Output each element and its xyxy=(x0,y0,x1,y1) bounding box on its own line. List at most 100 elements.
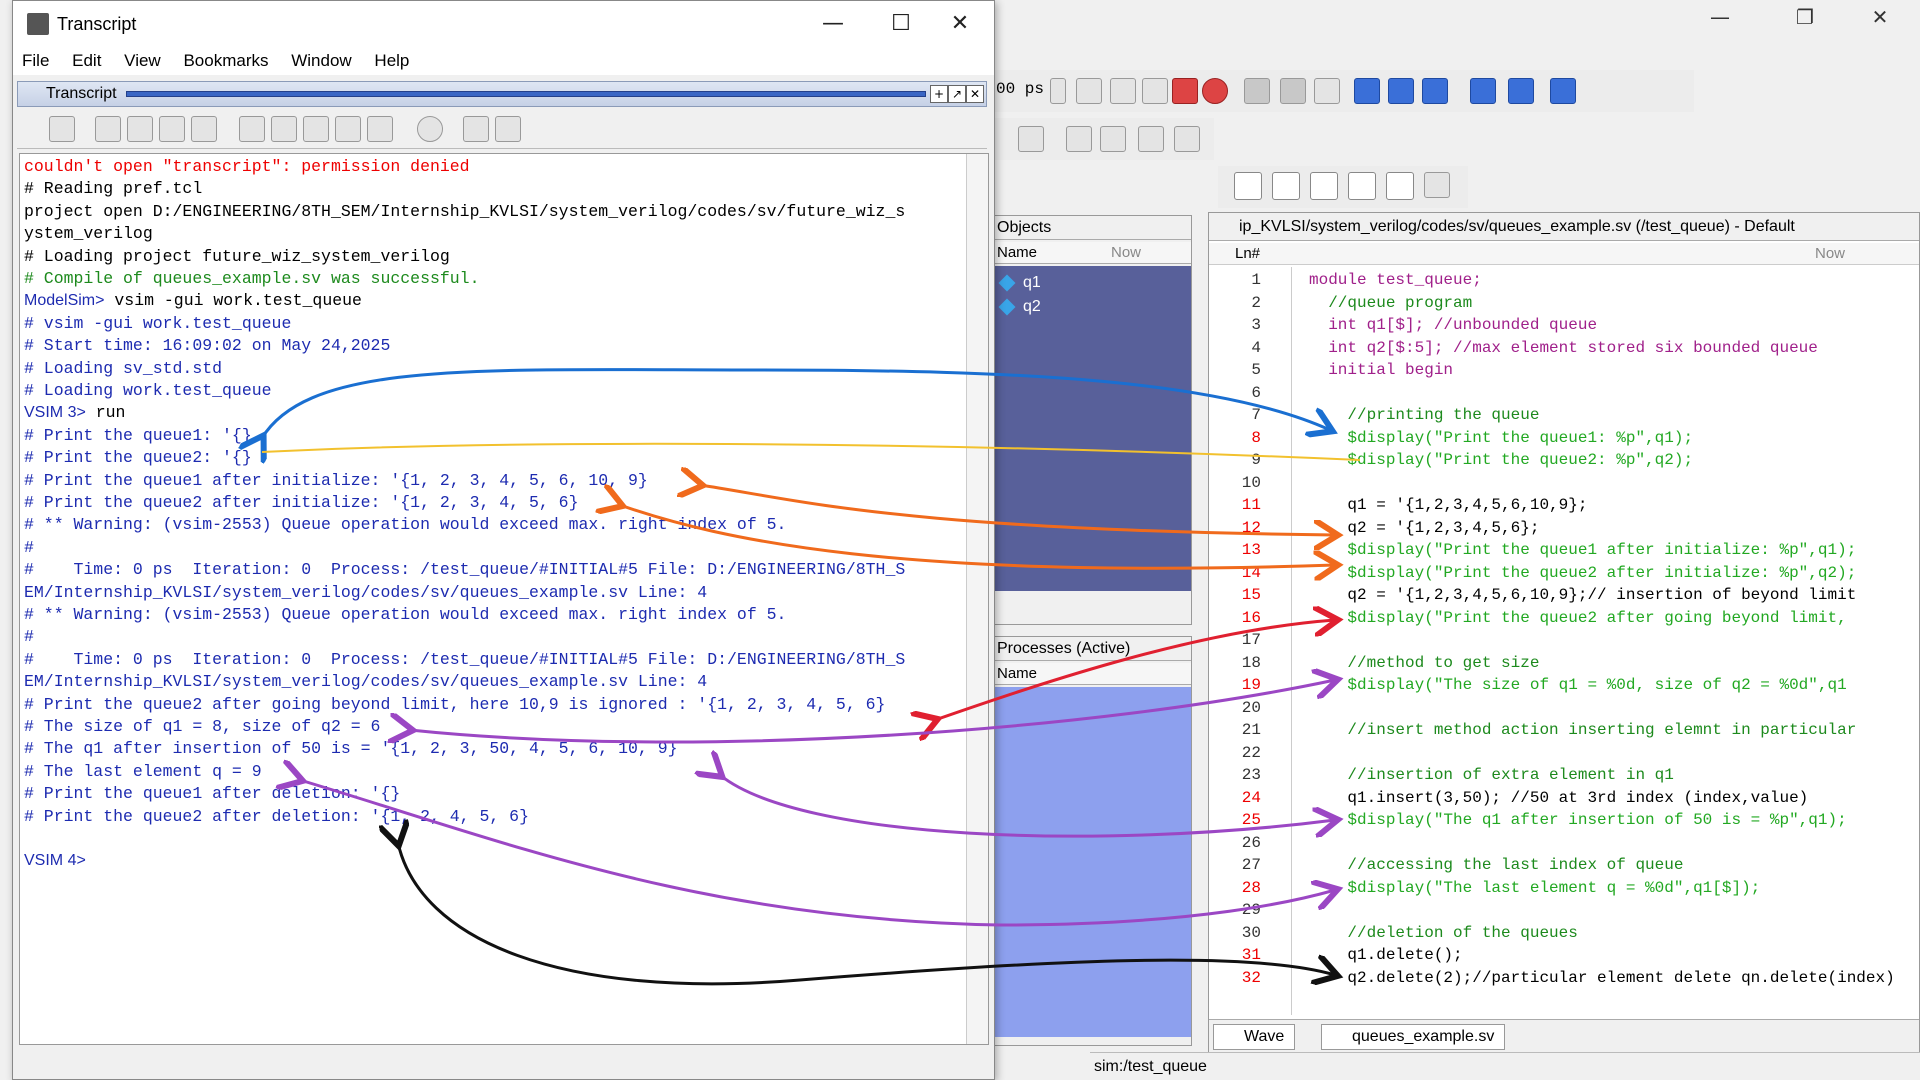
drag-handle[interactable] xyxy=(126,91,926,97)
zoom-pane-icon[interactable]: + xyxy=(930,85,948,103)
transcript-line: ystem_verilog xyxy=(24,223,153,245)
stop-icon[interactable] xyxy=(1202,78,1228,104)
step-back-icon[interactable] xyxy=(1550,78,1576,104)
close-button[interactable]: ✕ xyxy=(925,1,995,47)
processes-name-column[interactable]: Name xyxy=(993,663,1191,685)
time-input[interactable]: 00 ps xyxy=(996,80,1056,98)
code-line[interactable]: $display("The last element q = %0d",q1[$… xyxy=(1309,877,1760,900)
code-line[interactable]: $display("Print the queue1: %p",q1); xyxy=(1309,427,1693,450)
undo-icon[interactable] xyxy=(335,116,361,142)
transcript-line: project open D:/ENGINEERING/8TH_SEM/Inte… xyxy=(24,201,905,223)
code-line[interactable]: int q2[$:5]; //max element stored six bo… xyxy=(1309,337,1818,360)
run-icon[interactable] xyxy=(1076,78,1102,104)
step-out-icon[interactable] xyxy=(1422,78,1448,104)
code-line[interactable]: q1.insert(3,50); //50 at 3rd index (inde… xyxy=(1309,787,1808,810)
columns-icon[interactable] xyxy=(495,116,521,142)
menu-help[interactable]: Help xyxy=(365,47,418,75)
code-line[interactable]: //insert method action inserting elemnt … xyxy=(1309,719,1856,742)
step-into-icon[interactable] xyxy=(1354,78,1380,104)
code-line[interactable]: $display("Print the queue2: %p",q2); xyxy=(1309,449,1693,472)
new-file-icon[interactable] xyxy=(49,116,75,142)
code-line[interactable]: $display("The size of q1 = %0d, size of … xyxy=(1309,674,1847,697)
continue-icon[interactable] xyxy=(1110,78,1136,104)
minimize-button[interactable]: — xyxy=(1690,0,1750,34)
code-line[interactable]: //method to get size xyxy=(1309,652,1539,675)
open-icon[interactable] xyxy=(95,116,121,142)
restore-button[interactable]: ❐ xyxy=(1775,0,1835,34)
internal-filter-icon[interactable] xyxy=(1348,172,1376,200)
transcript-line: # Print the queue2 after going beyond li… xyxy=(24,694,885,716)
break-icon[interactable] xyxy=(1172,78,1198,104)
menu-view[interactable]: View xyxy=(115,47,170,75)
copy-icon[interactable] xyxy=(271,116,297,142)
code-line[interactable]: q2.delete(2);//particular element delete… xyxy=(1309,967,1895,990)
tab-queues-example[interactable]: queues_example.sv xyxy=(1321,1024,1505,1050)
code-line[interactable]: initial begin xyxy=(1309,359,1453,382)
reload-icon[interactable] xyxy=(159,116,185,142)
transcript-line: VSIM 3> run xyxy=(24,402,125,424)
tab-wave[interactable]: Wave xyxy=(1213,1024,1295,1050)
cross-probe-icon[interactable] xyxy=(1066,126,1092,152)
output-filter-icon[interactable] xyxy=(1272,172,1300,200)
menu-file[interactable]: File xyxy=(13,47,58,75)
transcript-line: couldn't open "transcript": permission d… xyxy=(24,156,470,178)
source-code[interactable]: 1 module test_queue; 2 //queue program 3 in… xyxy=(1209,267,1919,1015)
object-item[interactable]: q1 xyxy=(1001,272,1041,294)
cut-icon[interactable] xyxy=(239,116,265,142)
print-icon[interactable] xyxy=(191,116,217,142)
code-line[interactable]: //accessing the last index of queue xyxy=(1309,854,1683,877)
menu-edit[interactable]: Edit xyxy=(63,47,110,75)
find-icon[interactable] xyxy=(1138,126,1164,152)
step-over-icon[interactable] xyxy=(1388,78,1414,104)
paste-icon[interactable] xyxy=(303,116,329,142)
find-icon[interactable] xyxy=(463,116,489,142)
close-button[interactable]: ✕ xyxy=(1850,0,1910,34)
close-pane-icon[interactable]: ✕ xyxy=(966,85,984,103)
input-filter-icon[interactable] xyxy=(1234,172,1262,200)
menu-window[interactable]: Window xyxy=(282,47,360,75)
step-icon[interactable] xyxy=(1470,78,1496,104)
source-line-column: Ln# Now xyxy=(1209,243,1919,265)
undock-icon[interactable]: ↗ xyxy=(948,85,966,103)
step-over-dropdown-icon[interactable] xyxy=(1508,78,1534,104)
bookmark-icon[interactable] xyxy=(1174,126,1200,152)
code-line[interactable]: //insertion of extra element in q1 xyxy=(1309,764,1674,787)
vertical-scrollbar[interactable] xyxy=(966,154,988,1044)
code-line[interactable]: q2 = '{1,2,3,4,5,6,10,9};// insertion of… xyxy=(1309,584,1856,607)
objects-name-column[interactable]: Name Now xyxy=(993,242,1191,264)
clear-filter-icon[interactable] xyxy=(1424,172,1450,198)
inout-filter-icon[interactable] xyxy=(1310,172,1338,200)
compile-icon[interactable] xyxy=(417,116,443,142)
prompt-label: VSIM 3> xyxy=(24,404,86,421)
prompt-label: VSIM 4> xyxy=(24,852,86,869)
minimize-button[interactable]: — xyxy=(798,1,868,47)
stepper-icon[interactable] xyxy=(1050,78,1066,104)
show-icon[interactable] xyxy=(1100,126,1126,152)
code-line[interactable]: $display("Print the queue2 after going b… xyxy=(1309,607,1856,630)
zoom-icon[interactable] xyxy=(1018,126,1044,152)
all-filter-icon[interactable] xyxy=(1386,172,1414,200)
restart-all-icon[interactable] xyxy=(1280,78,1306,104)
code-line[interactable]: //queue program xyxy=(1309,292,1472,315)
transcript-line: # xyxy=(24,626,34,648)
line-number: 28 xyxy=(1209,877,1261,900)
save-icon[interactable] xyxy=(127,116,153,142)
code-line[interactable]: $display("Print the queue1 after initial… xyxy=(1309,539,1856,562)
code-line[interactable]: $display("The q1 after insertion of 50 i… xyxy=(1309,809,1847,832)
line-number: 20 xyxy=(1209,697,1261,720)
menu-bookmarks[interactable]: Bookmarks xyxy=(174,47,277,75)
code-line[interactable]: q2 = '{1,2,3,4,5,6}; xyxy=(1309,517,1539,540)
code-line[interactable]: int q1[$]; //unbounded queue xyxy=(1309,314,1597,337)
code-line[interactable]: //printing the queue xyxy=(1309,404,1539,427)
object-item[interactable]: q2 xyxy=(1001,296,1041,318)
redo-icon[interactable] xyxy=(367,116,393,142)
code-line[interactable]: q1 = '{1,2,3,4,5,6,10,9}; xyxy=(1309,494,1587,517)
code-line[interactable]: //deletion of the queues xyxy=(1309,922,1578,945)
code-line[interactable]: module test_queue; xyxy=(1309,269,1482,292)
hand-icon[interactable] xyxy=(1314,78,1340,104)
transcript-console[interactable]: couldn't open "transcript": permission d… xyxy=(19,153,989,1045)
restart-icon[interactable] xyxy=(1244,78,1270,104)
code-line[interactable]: $display("Print the queue2 after initial… xyxy=(1309,562,1856,585)
code-line[interactable]: q1.delete(); xyxy=(1309,944,1463,967)
run-all-icon[interactable] xyxy=(1142,78,1168,104)
